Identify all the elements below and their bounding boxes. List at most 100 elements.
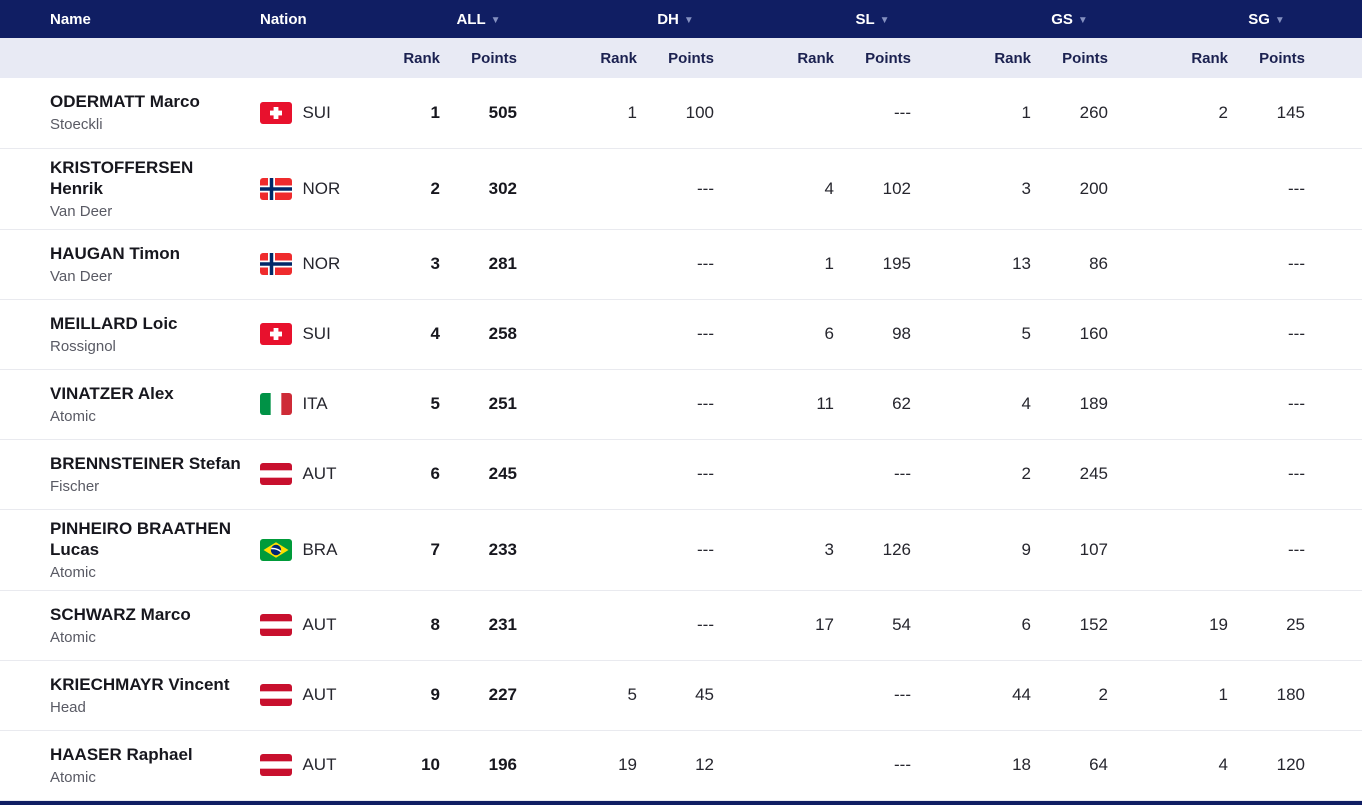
table-row[interactable]: BRENNSTEINER Stefan Fischer AUT 6 245 --- -… bbox=[0, 439, 1362, 509]
athlete-cell: BRENNSTEINER Stefan Fischer bbox=[0, 439, 260, 509]
all-rank-value: 4 bbox=[430, 324, 440, 343]
nation-cell: AUT bbox=[260, 730, 390, 800]
dh-rank-value bbox=[517, 229, 637, 299]
caret-down-icon: ▼ bbox=[683, 14, 694, 26]
nation-cell: NOR bbox=[260, 229, 390, 299]
athlete-name: SCHWARZ Marco bbox=[50, 604, 191, 624]
athlete-brand: Rossignol bbox=[50, 337, 116, 355]
row-spacer bbox=[1305, 509, 1362, 590]
dh-points-value: --- bbox=[697, 254, 714, 273]
athlete-cell: KRIECHMAYR Vincent Head bbox=[0, 660, 260, 730]
nation-cell: SUI bbox=[260, 299, 390, 369]
gs-rank-value: 18 bbox=[1012, 755, 1031, 774]
dh-rank-value: 19 bbox=[618, 755, 637, 774]
dh-rank-value: 1 bbox=[627, 102, 637, 122]
athlete-name: KRISTOFFERSEN Henrik bbox=[50, 157, 194, 198]
sl-rank-value: 11 bbox=[816, 394, 834, 413]
column-header-all[interactable]: ALL ▼ bbox=[440, 0, 517, 38]
nation-flag-icon bbox=[260, 101, 292, 124]
athlete-cell: HAUGAN Timon Van Deer bbox=[0, 229, 260, 299]
row-spacer bbox=[1305, 660, 1362, 730]
sl-rank-value: 17 bbox=[815, 615, 834, 634]
caret-down-icon: ▼ bbox=[1274, 14, 1285, 26]
sl-points-value: 195 bbox=[882, 254, 911, 273]
nation-cell: AUT bbox=[260, 590, 390, 660]
athlete-cell: HAASER Raphael Atomic bbox=[0, 730, 260, 800]
column-header-dh[interactable]: DH ▼ bbox=[637, 0, 714, 38]
table-row[interactable]: MEILLARD Loic Rossignol SUI 4 258 --- 6 98 5 1… bbox=[0, 299, 1362, 369]
table-row[interactable]: KRISTOFFERSEN Henrik Van Deer NOR 2 302 --… bbox=[0, 148, 1362, 229]
table-row[interactable]: HAUGAN Timon Van Deer NOR 3 281 --- 1 195 13 8… bbox=[0, 229, 1362, 299]
nation-code: AUT bbox=[302, 755, 337, 774]
all-rank-value: 2 bbox=[430, 178, 440, 198]
header-spacer bbox=[714, 0, 834, 38]
table-row[interactable]: PINHEIRO BRAATHEN Lucas Atomic BRA 7 233 -… bbox=[0, 509, 1362, 590]
column-header-sl[interactable]: SL ▼ bbox=[834, 0, 911, 38]
nation-code: NOR bbox=[302, 178, 341, 198]
table-row[interactable]: KRIECHMAYR Vincent Head AUT 9 227 5 45 --- 44… bbox=[0, 660, 1362, 730]
gs-rank-value: 4 bbox=[1021, 394, 1031, 413]
header-spacer bbox=[1108, 0, 1228, 38]
sg-rank-value bbox=[1108, 369, 1228, 439]
nation-cell: SUI bbox=[260, 78, 390, 148]
sl-points-value: --- bbox=[894, 755, 911, 774]
table-row[interactable]: VINATZER Alex Atomic ITA 5 251 --- 11 62 4 189… bbox=[0, 369, 1362, 439]
column-header-gs-label: GS bbox=[1051, 10, 1073, 28]
header-spacer bbox=[1305, 0, 1362, 38]
table-row[interactable]: HAASER Raphael Atomic AUT 10 196 19 12 --- 18… bbox=[0, 730, 1362, 800]
nation-code: AUT bbox=[302, 464, 337, 483]
dh-rank-value bbox=[517, 369, 637, 439]
table-row[interactable]: SCHWARZ Marco Atomic AUT 8 231 --- 17 54 6 152… bbox=[0, 590, 1362, 660]
athlete-brand: Atomic bbox=[50, 407, 96, 425]
table-row[interactable]: ODERMATT Marco Stoeckli SUI 1 505 1 100 --- 1… bbox=[0, 78, 1362, 148]
sg-rank-value bbox=[1108, 509, 1228, 590]
header-spacer bbox=[517, 0, 637, 38]
row-spacer bbox=[1305, 590, 1362, 660]
all-rank-value: 7 bbox=[430, 539, 440, 559]
athlete-cell: ODERMATT Marco Stoeckli bbox=[0, 78, 260, 148]
sg-points-value: --- bbox=[1288, 464, 1305, 483]
gs-points-value: 200 bbox=[1079, 178, 1108, 198]
table-header-row: Name Nation ALL ▼ DH ▼ SL ▼ GS ▼ SG ▼ bbox=[0, 0, 1362, 38]
gs-points-value: 245 bbox=[1079, 464, 1108, 483]
caret-down-icon: ▼ bbox=[1077, 14, 1088, 26]
gs-rank-value: 5 bbox=[1021, 324, 1031, 343]
nation-flag-icon bbox=[260, 323, 292, 345]
nation-flag-icon bbox=[260, 538, 292, 561]
all-rank-value: 9 bbox=[430, 685, 440, 704]
all-points-value: 302 bbox=[488, 178, 517, 198]
row-spacer bbox=[1305, 730, 1362, 800]
dh-points-value: 100 bbox=[685, 102, 714, 122]
subheader-spacer bbox=[260, 38, 390, 78]
dh-points-value: --- bbox=[697, 324, 714, 343]
sg-points-value: --- bbox=[1288, 539, 1305, 559]
gs-rank-value: 9 bbox=[1021, 539, 1031, 559]
sl-points-value: --- bbox=[894, 102, 911, 122]
subheader-rank-all: Rank bbox=[403, 49, 440, 67]
row-spacer bbox=[1305, 148, 1362, 229]
sl-points-value: 54 bbox=[892, 615, 911, 634]
gs-points-value: 160 bbox=[1079, 324, 1108, 343]
athlete-cell: PINHEIRO BRAATHEN Lucas Atomic bbox=[0, 509, 260, 590]
sg-points-value: 25 bbox=[1286, 615, 1305, 634]
sg-points-value: --- bbox=[1288, 178, 1305, 198]
standings-body: ODERMATT Marco Stoeckli SUI 1 505 1 100 --- 1… bbox=[0, 78, 1362, 800]
nation-cell: ITA bbox=[260, 369, 390, 439]
all-rank-value: 1 bbox=[430, 102, 440, 122]
table-subheader-row: Rank Points Rank Points Rank Points Rank… bbox=[0, 38, 1362, 78]
sg-rank-value: 4 bbox=[1218, 755, 1228, 774]
column-header-sg[interactable]: SG ▼ bbox=[1228, 0, 1305, 38]
all-points-value: 245 bbox=[488, 464, 517, 483]
athlete-brand: Atomic bbox=[50, 563, 96, 581]
sl-rank-value bbox=[714, 660, 834, 730]
sg-points-value: --- bbox=[1288, 324, 1305, 343]
dh-points-value: --- bbox=[697, 615, 714, 634]
dh-points-value: --- bbox=[697, 539, 714, 559]
athlete-brand: Atomic bbox=[50, 628, 96, 646]
sl-points-value: --- bbox=[894, 685, 911, 704]
column-header-gs[interactable]: GS ▼ bbox=[1031, 0, 1108, 38]
row-spacer bbox=[1305, 229, 1362, 299]
dh-rank-value: 5 bbox=[627, 685, 637, 704]
subheader-points-all: Points bbox=[471, 49, 517, 67]
sl-rank-value: 6 bbox=[824, 324, 834, 343]
